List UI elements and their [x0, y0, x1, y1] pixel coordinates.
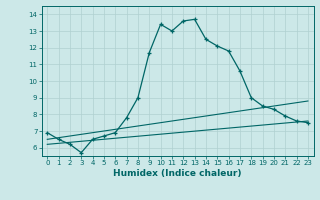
X-axis label: Humidex (Indice chaleur): Humidex (Indice chaleur) [113, 169, 242, 178]
